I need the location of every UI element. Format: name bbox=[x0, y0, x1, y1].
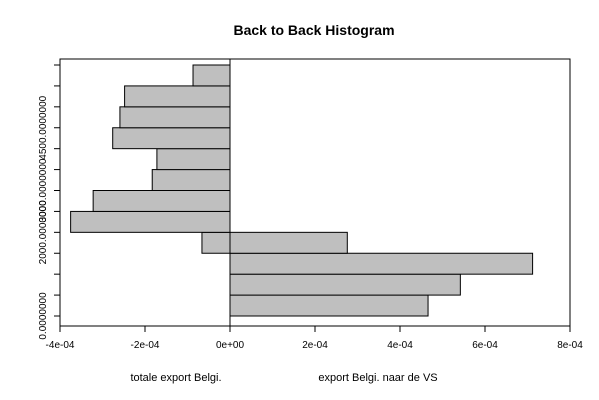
x-tick-label-4: 4e-04 bbox=[387, 340, 413, 351]
left-series-label: totale export Belgi. bbox=[130, 372, 221, 384]
y-tick-label-6: 3000.0000000 bbox=[38, 158, 49, 222]
left-bar-6 bbox=[151, 169, 231, 191]
left-bar-4 bbox=[70, 210, 231, 233]
left-bar-5 bbox=[92, 190, 231, 212]
x-tick-label-2: 0e+00 bbox=[216, 340, 245, 351]
y-axis: 0.0000000 2000.00000003000.00000004500.00… bbox=[38, 64, 60, 340]
right-bar-1 bbox=[229, 273, 461, 296]
left-bar-10 bbox=[124, 85, 231, 108]
x-tick-label-5: 6e-04 bbox=[472, 340, 498, 351]
right-series-label: export Belgi. naar de VS bbox=[318, 372, 437, 384]
x-tick-label-1: -2e-04 bbox=[131, 340, 160, 351]
right-bars bbox=[229, 231, 534, 317]
right-bar-2 bbox=[229, 252, 534, 275]
left-bar-11 bbox=[192, 64, 231, 87]
left-bar-8 bbox=[112, 127, 231, 150]
chart-title: Back to Back Histogram bbox=[233, 22, 394, 38]
y-tick-label-0: 0.0000000 bbox=[38, 292, 49, 340]
left-bar-9 bbox=[119, 106, 231, 129]
y-tick-label-4: 2000.0000000 bbox=[38, 200, 49, 264]
y-tick-label-9: 4500.0000000 bbox=[38, 95, 49, 159]
x-tick-label-0: -4e-04 bbox=[46, 340, 75, 351]
left-bars bbox=[70, 64, 231, 254]
left-bar-3 bbox=[201, 231, 231, 254]
right-bar-3 bbox=[229, 231, 348, 254]
x-axis: -4e-04 -2e-04 0e+00 2e-04 4e-04 6e-04 8e-04 bbox=[46, 326, 583, 351]
x-tick-label-6: 8e-04 bbox=[557, 340, 583, 351]
left-bar-7 bbox=[156, 148, 231, 171]
right-bar-0 bbox=[229, 294, 429, 317]
x-tick-label-3: 2e-04 bbox=[302, 340, 328, 351]
